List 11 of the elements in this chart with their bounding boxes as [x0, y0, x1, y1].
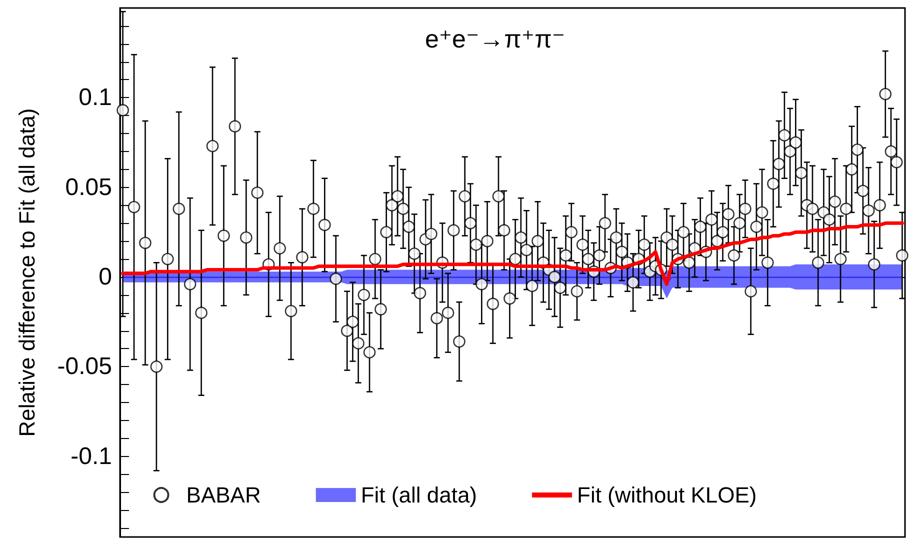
- y-axis-title: Relative difference to Fit (all data): [14, 108, 40, 437]
- text: e⁺e⁻→π⁺π⁻: [424, 26, 566, 54]
- y-tick-label: 0.1: [78, 84, 112, 112]
- legend-label: BABAR: [186, 482, 261, 508]
- line-series: [121, 221, 904, 286]
- y-tick-label: -0.1: [70, 442, 112, 470]
- y-tick-label: 0: [98, 263, 112, 290]
- y-tick-label: -0.05: [57, 353, 112, 380]
- y-tick-label: 0.05: [65, 174, 112, 201]
- legend-label: Fit (all data): [360, 482, 478, 508]
- legend-label: Fit (without KLOE): [577, 482, 757, 508]
